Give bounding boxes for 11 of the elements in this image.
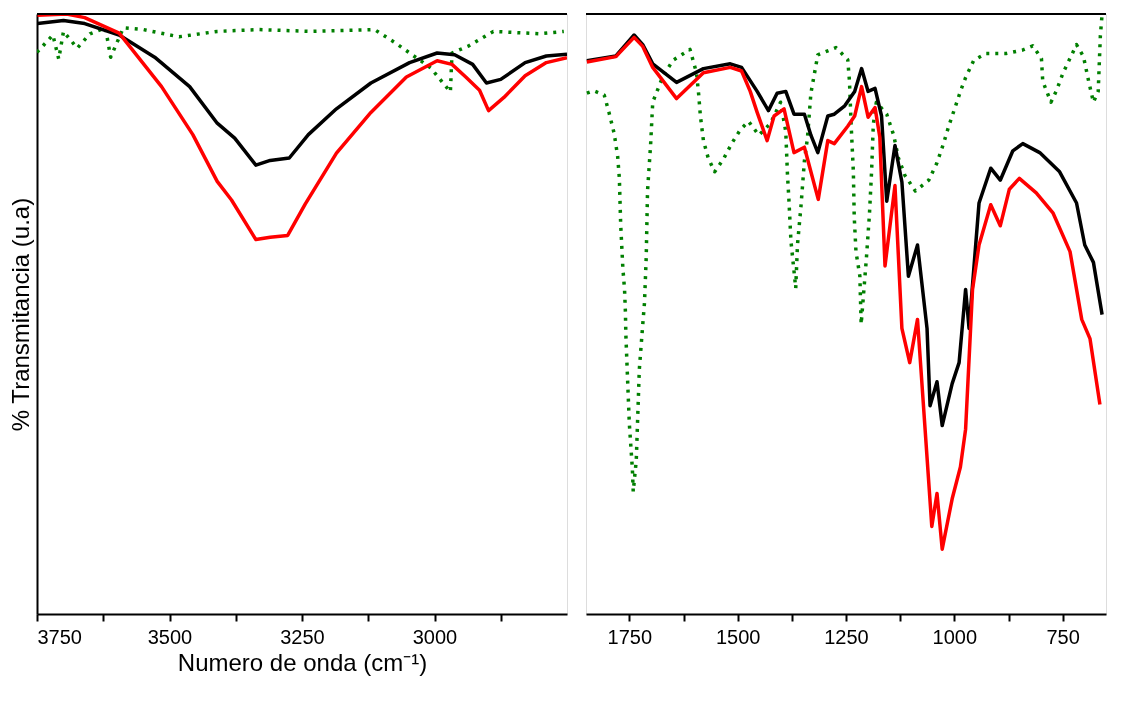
x-tick-label: 3000 [412, 625, 458, 648]
x-tick-label: 750 [1046, 625, 1080, 648]
x-tick-label: 3250 [280, 625, 325, 648]
x-tick-label: 3750 [37, 625, 82, 648]
x-tick-label: 3500 [147, 625, 193, 648]
x-axis-title: Numero de onda (cm⁻¹) [177, 648, 428, 676]
y-axis-title: % Transmitancia (u.a) [6, 197, 34, 432]
x-tick-label: 1250 [824, 625, 869, 648]
x-tick-label: 1000 [932, 625, 978, 648]
x-tick-label: 1750 [607, 625, 653, 648]
x-tick-label: 1500 [715, 625, 761, 648]
